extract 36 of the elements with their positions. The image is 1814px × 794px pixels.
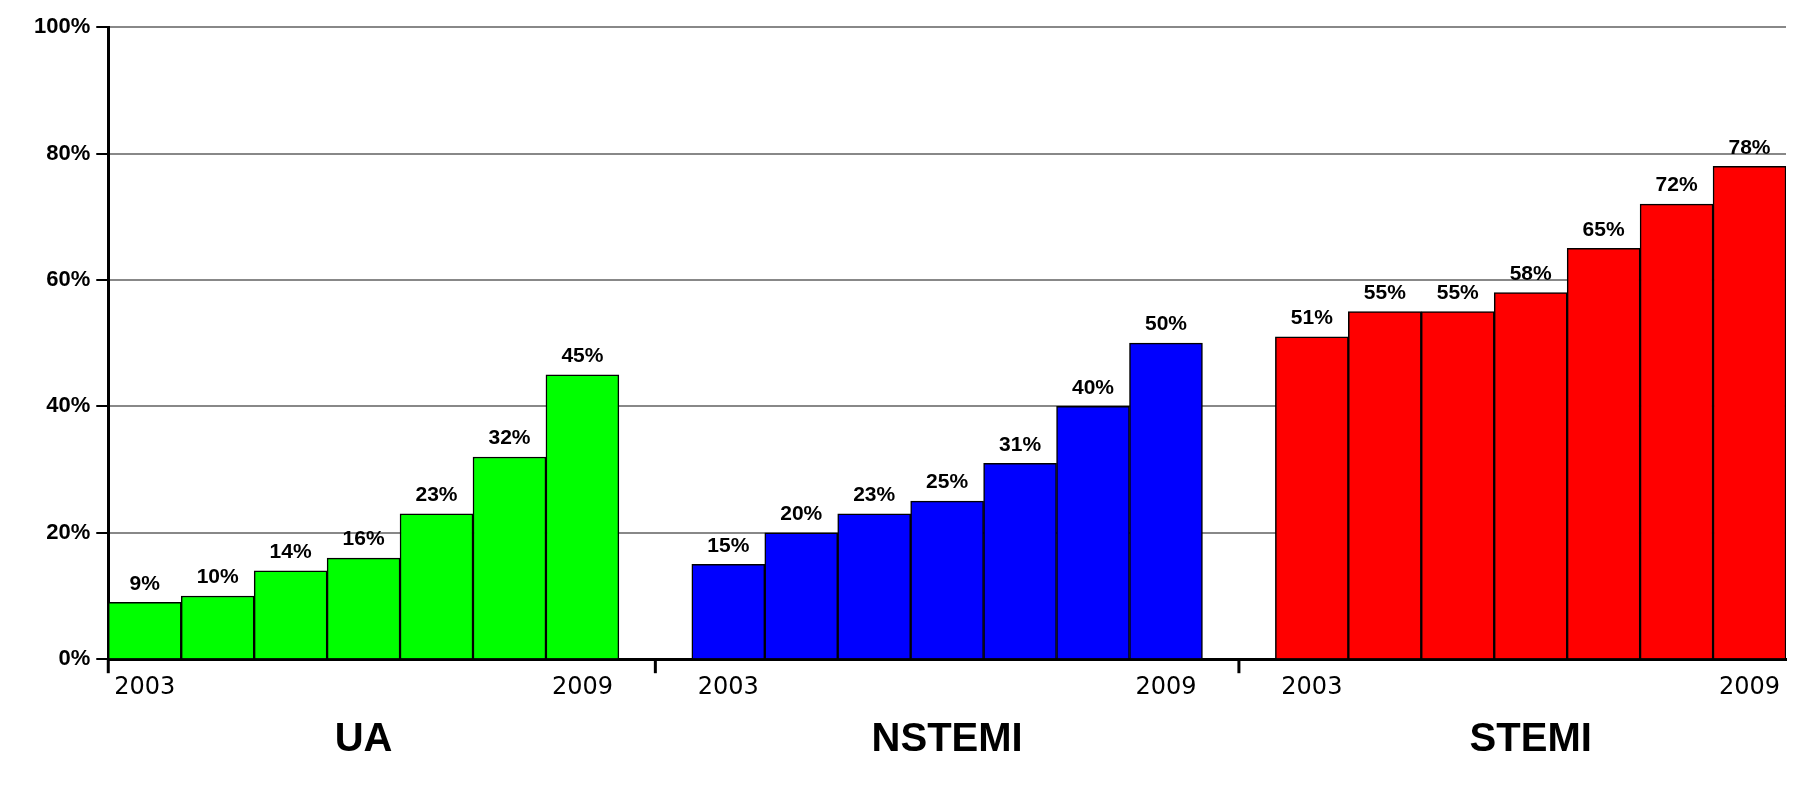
data-label: 10% xyxy=(196,564,240,588)
data-label: 51% xyxy=(1290,305,1334,329)
data-label: 14% xyxy=(269,539,312,563)
series-label: NSTEMI xyxy=(871,715,1023,760)
data-label: 78% xyxy=(1728,134,1771,158)
data-label: 20% xyxy=(780,501,823,525)
series-label: STEMI xyxy=(1469,715,1592,760)
data-label: 72% xyxy=(1655,172,1698,196)
y-tick-label: 20% xyxy=(46,518,91,544)
data-label: 25% xyxy=(926,469,969,493)
data-label: 65% xyxy=(1582,216,1625,240)
data-label: 32% xyxy=(488,425,531,449)
data-label: 50% xyxy=(1144,311,1188,335)
x-tick-label: 2009 xyxy=(1135,671,1197,700)
data-label: 55% xyxy=(1363,279,1407,303)
y-tick-label: 0% xyxy=(58,645,91,671)
data-label: 31% xyxy=(999,431,1042,455)
y-tick-label: 60% xyxy=(46,266,91,292)
series-label: UA xyxy=(334,715,393,760)
data-label: 40% xyxy=(1072,374,1115,398)
y-tick-label: 100% xyxy=(33,13,91,39)
data-label: 15% xyxy=(707,532,750,556)
y-tick-label: 40% xyxy=(46,392,91,418)
x-tick-label: 2003 xyxy=(697,671,759,700)
x-tick-label: 2003 xyxy=(114,671,176,700)
data-label: 9% xyxy=(129,570,161,594)
data-label: 23% xyxy=(853,482,896,506)
data-label: 58% xyxy=(1509,260,1553,284)
x-tick-label: 2009 xyxy=(551,671,613,700)
data-label: 55% xyxy=(1436,279,1480,303)
x-tick-label: 2009 xyxy=(1718,671,1781,700)
data-label: 16% xyxy=(342,526,385,550)
data-label: 45% xyxy=(561,343,604,367)
y-tick-label: 80% xyxy=(46,139,91,165)
data-label: 23% xyxy=(415,482,458,506)
x-tick-label: 2003 xyxy=(1281,671,1343,700)
